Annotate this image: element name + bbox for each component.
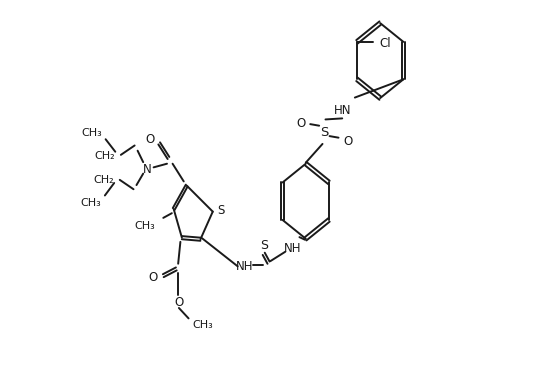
Text: O: O (343, 135, 352, 148)
Text: NH: NH (236, 260, 254, 273)
Text: NH: NH (284, 241, 301, 254)
Text: S: S (217, 204, 225, 217)
Text: CH₃: CH₃ (81, 129, 102, 138)
Text: CH₂: CH₂ (94, 151, 115, 161)
Text: S: S (320, 126, 328, 139)
Text: O: O (146, 132, 155, 146)
Text: CH₃: CH₃ (134, 221, 155, 230)
Text: CH₃: CH₃ (192, 319, 213, 330)
Text: HN: HN (334, 104, 352, 117)
Text: N: N (142, 163, 151, 176)
Text: O: O (174, 296, 183, 309)
Text: CH₃: CH₃ (81, 198, 101, 208)
Text: S: S (260, 240, 268, 252)
Text: CH₂: CH₂ (93, 175, 114, 185)
Text: O: O (148, 271, 158, 284)
Text: Cl: Cl (379, 37, 391, 50)
Text: O: O (296, 116, 306, 129)
